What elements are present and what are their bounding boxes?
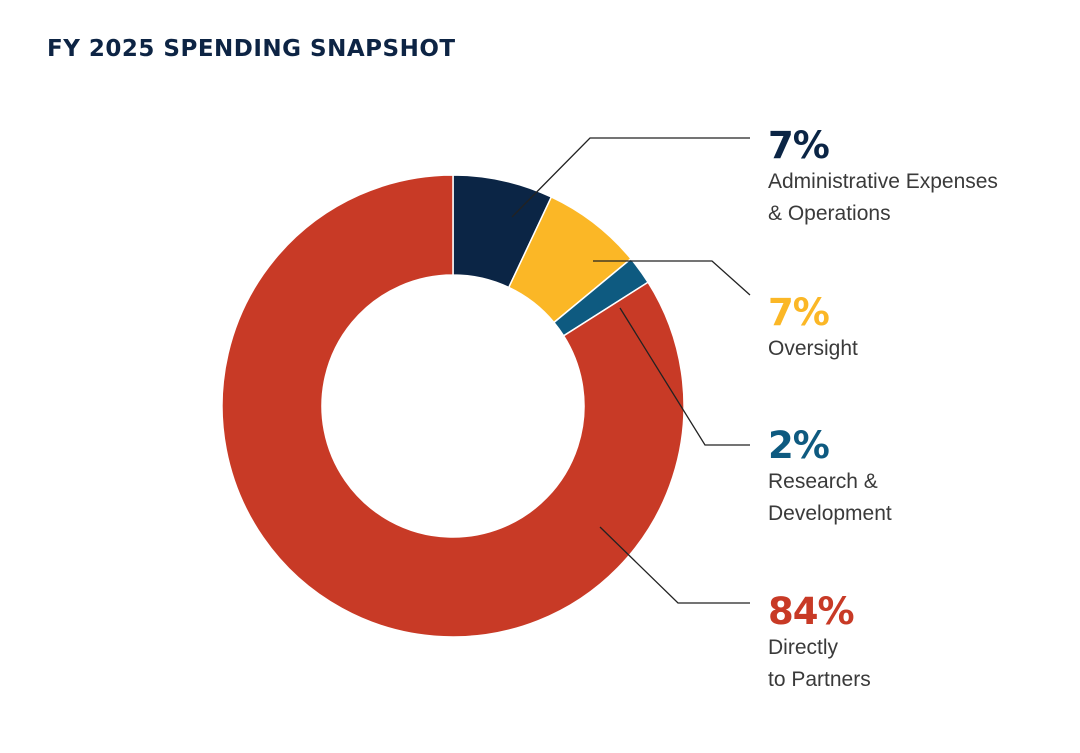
- slice-label: Oversight: [768, 337, 858, 360]
- slice-percent: 84%: [768, 590, 855, 633]
- slice-percent: 2%: [768, 424, 830, 467]
- label-admin: 7% Administrative Expenses & Operations: [768, 126, 998, 230]
- leader-line: [593, 260, 751, 296]
- donut-slice: [221, 174, 685, 638]
- slice-percent: 7%: [768, 291, 830, 334]
- slice-percent: 7%: [768, 124, 830, 167]
- chart-title: FY 2025 SPENDING SNAPSHOT: [47, 36, 456, 62]
- leader-line: [619, 307, 750, 446]
- leader-line: [599, 526, 750, 604]
- leader-line: [511, 137, 750, 218]
- label-research: 2% Research & Development: [768, 426, 892, 530]
- label-oversight: 7% Oversight: [768, 293, 858, 365]
- slice-label: Directly to Partners: [768, 636, 871, 691]
- slice-label: Administrative Expenses & Operations: [768, 170, 998, 225]
- label-partners: 84% Directly to Partners: [768, 592, 871, 696]
- slice-label: Research & Development: [768, 470, 892, 525]
